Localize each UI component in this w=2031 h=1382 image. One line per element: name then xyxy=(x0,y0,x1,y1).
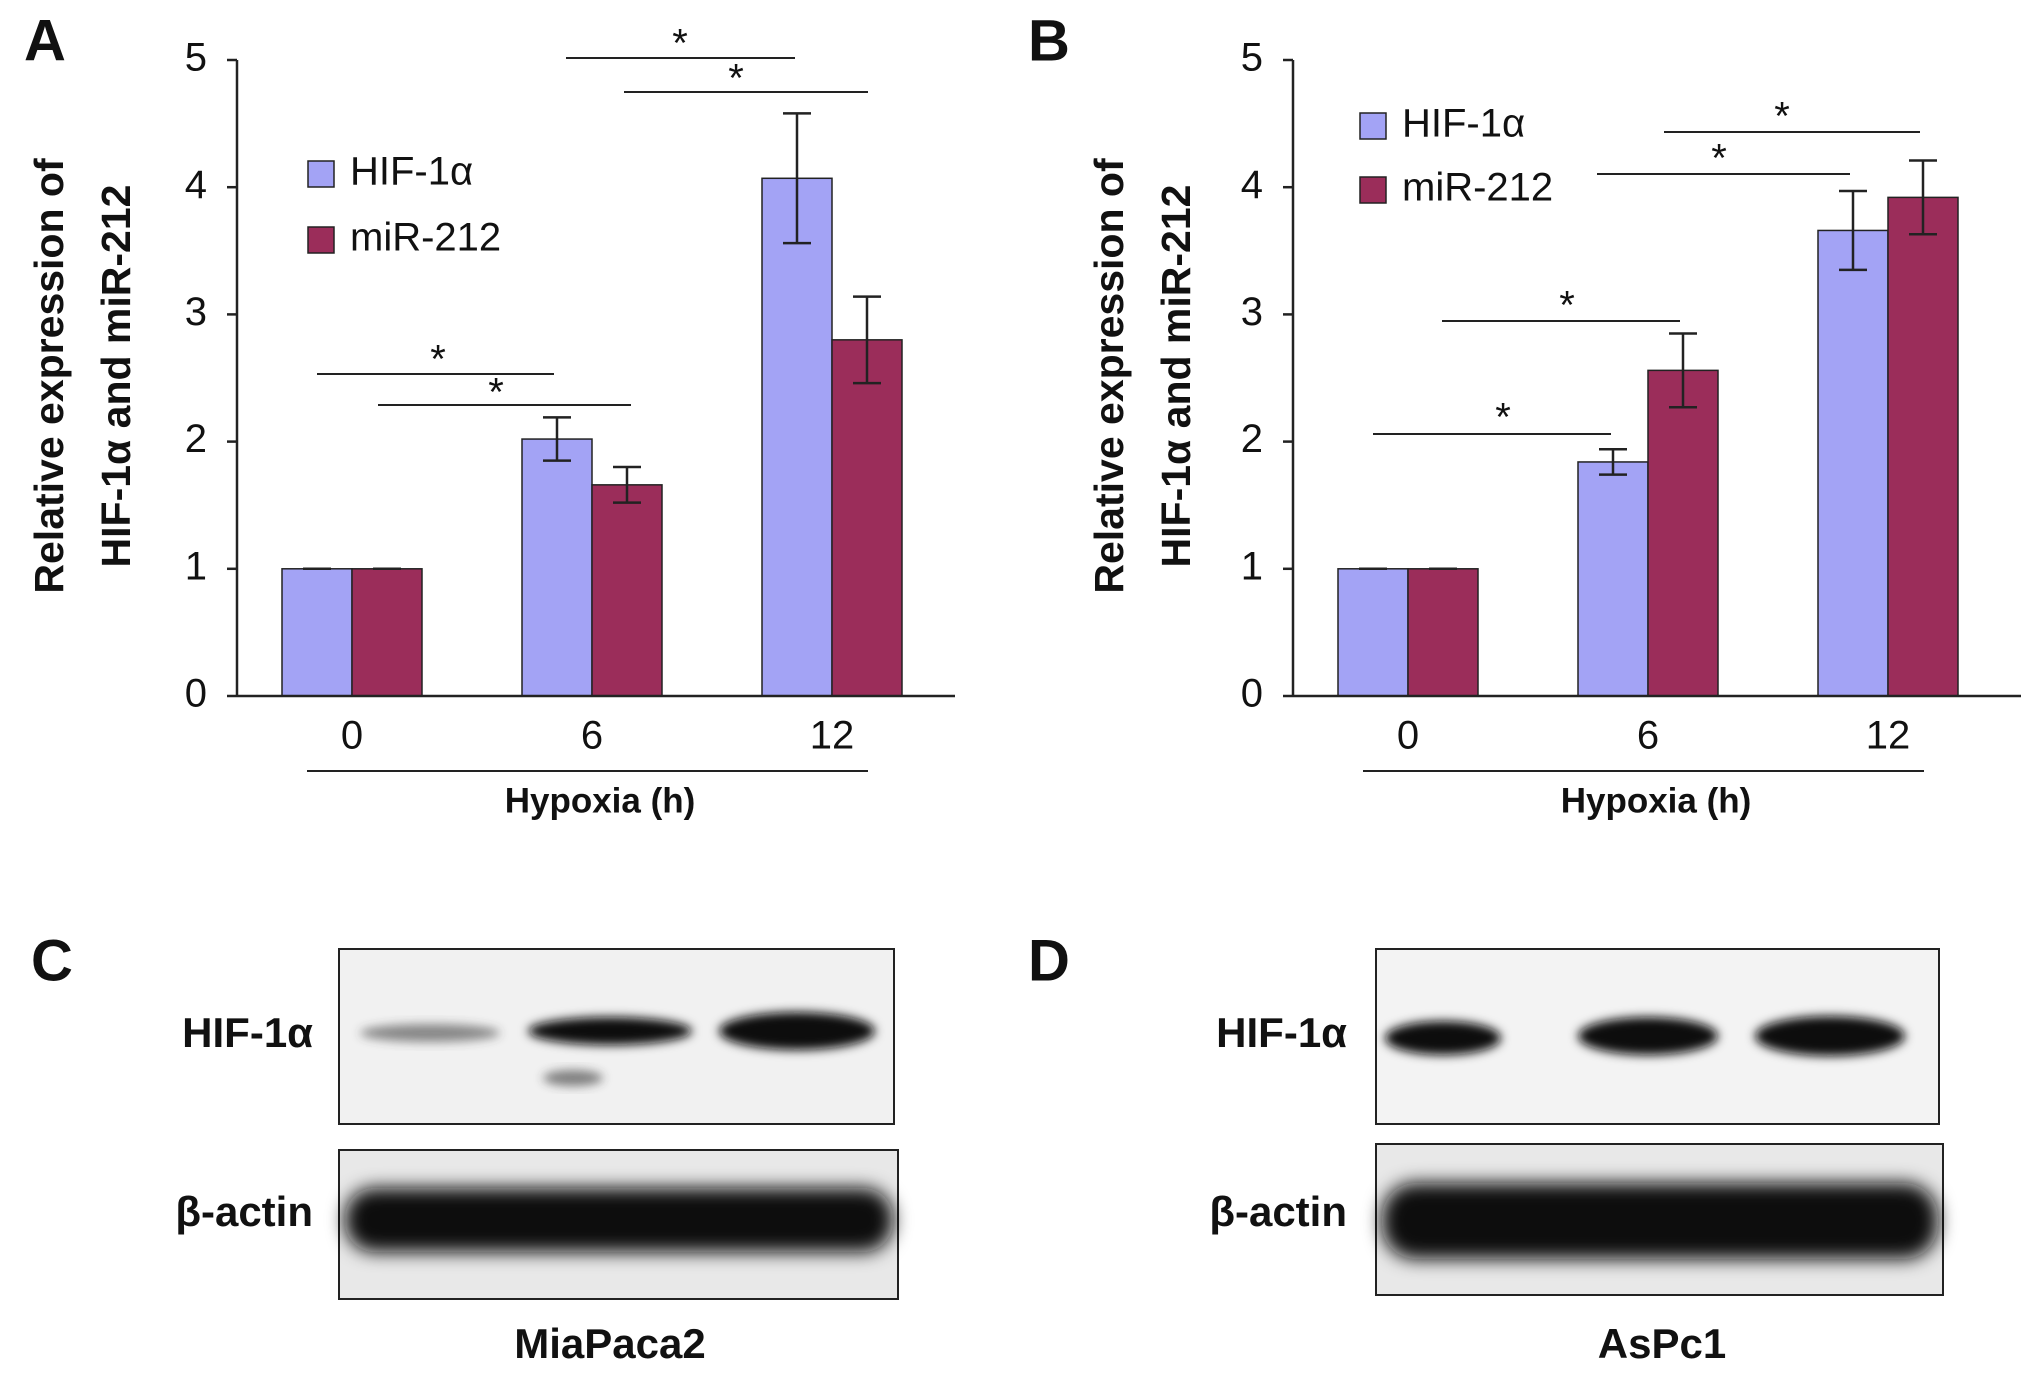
x-tick-label: 12 xyxy=(1866,714,1911,758)
legend-label: miR-212 xyxy=(1402,166,1553,210)
error-bar xyxy=(853,295,881,385)
y-tick-label: 3 xyxy=(1241,290,1263,334)
band xyxy=(345,1188,893,1252)
significance-mark: * xyxy=(1774,95,1790,139)
significance-mark: * xyxy=(728,57,744,101)
band xyxy=(360,1024,500,1042)
y-tick-label: 0 xyxy=(185,672,207,716)
error-bar xyxy=(1839,189,1867,272)
blot-row-label: β-actin xyxy=(1209,1188,1347,1235)
y-tick-label: 5 xyxy=(185,36,207,80)
blot-row-label: HIF-1α xyxy=(182,1009,313,1056)
band xyxy=(1385,1021,1501,1055)
panel-letter: D xyxy=(1028,928,1070,993)
panel-letter: C xyxy=(31,928,73,993)
error-bar xyxy=(783,112,811,245)
y-axis-label: Relative expression of xyxy=(26,158,72,594)
bar xyxy=(1647,369,1719,697)
error-bar xyxy=(1669,332,1697,409)
band xyxy=(1578,1017,1718,1055)
y-tick-label: 2 xyxy=(185,417,207,461)
bar xyxy=(351,568,423,697)
legend-label: HIF-1α xyxy=(350,150,473,194)
x-tick-label: 0 xyxy=(1397,714,1419,758)
bar xyxy=(1337,568,1409,697)
y-axis-label: HIF-1α and miR-212 xyxy=(93,185,139,568)
y-axis-label: HIF-1α and miR-212 xyxy=(1153,185,1199,568)
blot-row-label: β-actin xyxy=(175,1188,313,1235)
significance-mark: * xyxy=(488,371,504,415)
significance-mark: * xyxy=(1559,284,1575,328)
bar xyxy=(521,438,593,697)
x-tick-label: 6 xyxy=(581,714,603,758)
cell-line: MiaPaca2 xyxy=(514,1320,705,1367)
error-bar xyxy=(1599,447,1627,476)
legend-swatch xyxy=(1359,176,1387,204)
legend-swatch xyxy=(307,160,335,188)
y-axis-label: Relative expression of xyxy=(1086,158,1132,594)
y-tick-label: 3 xyxy=(185,290,207,334)
cell-line: AsPc1 xyxy=(1598,1320,1726,1367)
x-tick-label: 6 xyxy=(1637,714,1659,758)
legend-label: miR-212 xyxy=(350,216,501,260)
bar xyxy=(1817,229,1889,697)
x-axis-label: Hypoxia (h) xyxy=(1561,781,1752,820)
significance-mark: * xyxy=(430,338,446,382)
error-bar xyxy=(613,465,641,504)
band xyxy=(528,1017,692,1045)
x-tick-label: 0 xyxy=(341,714,363,758)
bar xyxy=(1407,568,1479,697)
significance-mark: * xyxy=(1495,396,1511,440)
panel-letter: A xyxy=(24,8,66,73)
y-tick-label: 5 xyxy=(1241,36,1263,80)
blot-row-label: HIF-1α xyxy=(1216,1009,1347,1056)
x-tick-label: 12 xyxy=(810,714,855,758)
y-tick-label: 4 xyxy=(1241,163,1263,207)
y-tick-label: 2 xyxy=(1241,417,1263,461)
bar xyxy=(831,339,903,697)
bar xyxy=(1887,196,1959,697)
y-tick-label: 0 xyxy=(1241,672,1263,716)
bar xyxy=(281,568,353,697)
significance-mark: * xyxy=(1711,137,1727,181)
bar xyxy=(761,177,833,697)
legend-label: HIF-1α xyxy=(1402,102,1525,146)
significance-mark: * xyxy=(672,22,688,66)
error-bar xyxy=(543,416,571,462)
band xyxy=(1382,1183,1938,1259)
y-tick-label: 1 xyxy=(185,544,207,588)
blot-c xyxy=(338,948,899,1300)
panel-letter: B xyxy=(1028,8,1070,73)
legend-swatch xyxy=(1359,112,1387,140)
band xyxy=(719,1012,875,1050)
y-tick-label: 1 xyxy=(1241,544,1263,588)
y-tick-label: 4 xyxy=(185,163,207,207)
legend-swatch xyxy=(307,226,335,254)
x-axis-label: Hypoxia (h) xyxy=(505,781,696,820)
band xyxy=(543,1070,603,1086)
bar xyxy=(591,484,663,697)
blot-d xyxy=(1375,948,1944,1296)
bar xyxy=(1577,461,1649,697)
error-bar xyxy=(1909,159,1937,236)
band xyxy=(1755,1016,1905,1056)
